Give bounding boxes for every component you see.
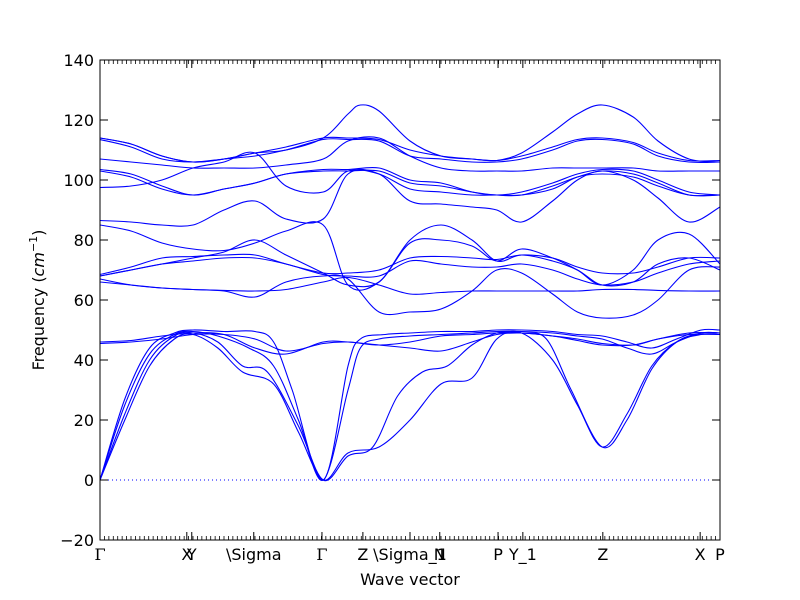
phonon-branch-line	[100, 266, 720, 319]
phonon-branch-line	[100, 231, 720, 288]
high-symmetry-point-label: N	[434, 545, 446, 564]
phonon-branch-line	[100, 136, 720, 172]
y-tick-label: −20	[60, 531, 94, 550]
phonon-branch-line	[100, 332, 720, 355]
y-axis-title-close: )	[29, 230, 48, 236]
phonon-branch-line	[100, 104, 720, 163]
high-symmetry-point-label: \Sigma_1	[373, 545, 447, 565]
y-tick-label: 40	[74, 351, 94, 370]
phonon-branch-line	[100, 328, 720, 481]
high-symmetry-point-label: Γ	[94, 545, 105, 564]
high-symmetry-point-label: Z	[597, 545, 608, 564]
y-tick-label: 80	[74, 231, 94, 250]
high-symmetry-point-label: X	[695, 545, 706, 564]
high-symmetry-point-label: P	[715, 545, 725, 564]
phonon-branch-line	[100, 332, 720, 352]
y-tick-label: 60	[74, 291, 94, 310]
high-symmetry-point-label: X	[181, 545, 192, 564]
y-axis-title-exponent: −1	[27, 236, 40, 252]
y-tick-label: 0	[84, 471, 94, 490]
high-symmetry-point-label: \Sigma	[226, 545, 282, 564]
high-symmetry-point-label: Y_1	[508, 545, 537, 565]
y-axis-title-text: Frequency (	[29, 276, 48, 370]
phonon-branch-line	[100, 166, 720, 196]
phonon-branch-line	[100, 256, 720, 286]
y-tick-label: 120	[63, 111, 94, 130]
phonon-branch-line	[100, 221, 720, 291]
phonon-branch-line	[100, 330, 720, 481]
y-tick-label: 140	[63, 51, 94, 70]
high-symmetry-point-label: Z	[357, 545, 368, 564]
high-symmetry-point-label: Y	[186, 545, 197, 564]
high-symmetry-point-label: P	[493, 545, 503, 564]
x-axis-title: Wave vector	[360, 570, 460, 589]
y-axis-title: Frequency (cm−1)	[27, 230, 48, 371]
high-symmetry-point-label: Γ	[316, 545, 327, 564]
y-axis-title-unit: cm	[29, 252, 48, 276]
y-tick-label: 20	[74, 411, 94, 430]
y-tick-label: 100	[63, 171, 94, 190]
phonon-branch-line	[100, 151, 720, 197]
phonon-branch-line	[100, 168, 720, 227]
